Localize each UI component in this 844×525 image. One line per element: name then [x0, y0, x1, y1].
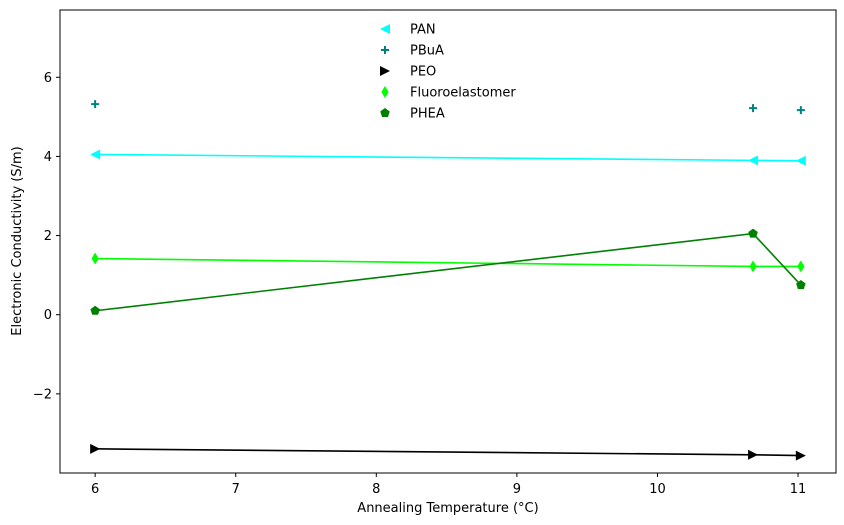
data-point-phea	[796, 280, 806, 290]
x-tick-label: 7	[232, 482, 240, 497]
data-point-pan	[795, 155, 806, 166]
y-tick-label: 6	[44, 71, 52, 86]
legend-marker	[380, 24, 390, 34]
legend-label: Fluoroelastomer	[410, 86, 516, 101]
series-pbua	[91, 100, 805, 115]
legend-item-pan: PAN	[380, 23, 436, 38]
legend-item-fluoroelastomer: Fluoroelastomer	[381, 86, 516, 101]
legend-marker	[381, 46, 389, 54]
legend-item-peo: PEO	[380, 65, 436, 80]
data-point-peo	[90, 443, 101, 454]
series-line-fluoroelastomer	[95, 257, 801, 268]
data-point-phea	[748, 228, 758, 238]
data-point-peo	[795, 450, 806, 461]
series-pan	[90, 149, 806, 166]
x-axis-label: Annealing Temperature (°C)	[357, 501, 538, 516]
y-axis-label: Electronic Conductivity (S/m)	[10, 146, 25, 336]
data-point-phea	[90, 305, 100, 315]
x-tick-label: 9	[513, 482, 521, 497]
data-point-pbua	[749, 104, 758, 113]
y-tick-label: 0	[44, 308, 52, 323]
data-point-pan	[748, 155, 759, 166]
legend-label: PBuA	[410, 44, 444, 59]
x-tick-label: 6	[91, 482, 99, 497]
legend-marker	[381, 86, 389, 98]
legend-label: PHEA	[410, 107, 445, 122]
legend-label: PAN	[410, 23, 436, 38]
series-peo	[90, 443, 806, 461]
legend-marker	[380, 66, 390, 76]
x-tick-label: 10	[649, 482, 666, 497]
y-tick-label: 2	[44, 229, 52, 244]
data-point-fluoroelastomer	[797, 260, 805, 273]
x-axis: 6 7 8 9 10 11	[91, 473, 806, 497]
data-point-pbua	[796, 106, 805, 115]
series-line-peo	[95, 448, 801, 457]
x-tick-label: 11	[790, 482, 807, 497]
series-phea	[90, 228, 806, 315]
series-line-phea	[95, 232, 802, 312]
data-point-pan	[90, 149, 101, 160]
data-point-pbua	[91, 100, 100, 109]
series-fluoroelastomer	[91, 252, 805, 273]
plot-area	[90, 100, 806, 461]
legend-label: PEO	[410, 65, 436, 80]
legend-item-pbua: PBuA	[381, 44, 444, 59]
data-point-fluoroelastomer	[91, 252, 99, 265]
data-point-fluoroelastomer	[749, 260, 757, 273]
legend-item-phea: PHEA	[380, 107, 445, 122]
y-tick-label: −2	[33, 387, 52, 402]
legend: PAN PBuA PEO Fluoroelastomer PHEA	[380, 23, 516, 122]
legend-marker	[380, 108, 390, 118]
axes-frame	[59, 9, 837, 474]
x-tick-label: 8	[372, 482, 380, 497]
y-tick-label: 4	[44, 150, 52, 165]
y-axis: −2 0 2 4 6	[33, 71, 60, 402]
series-line-pan	[95, 153, 801, 162]
data-point-peo	[748, 449, 759, 460]
